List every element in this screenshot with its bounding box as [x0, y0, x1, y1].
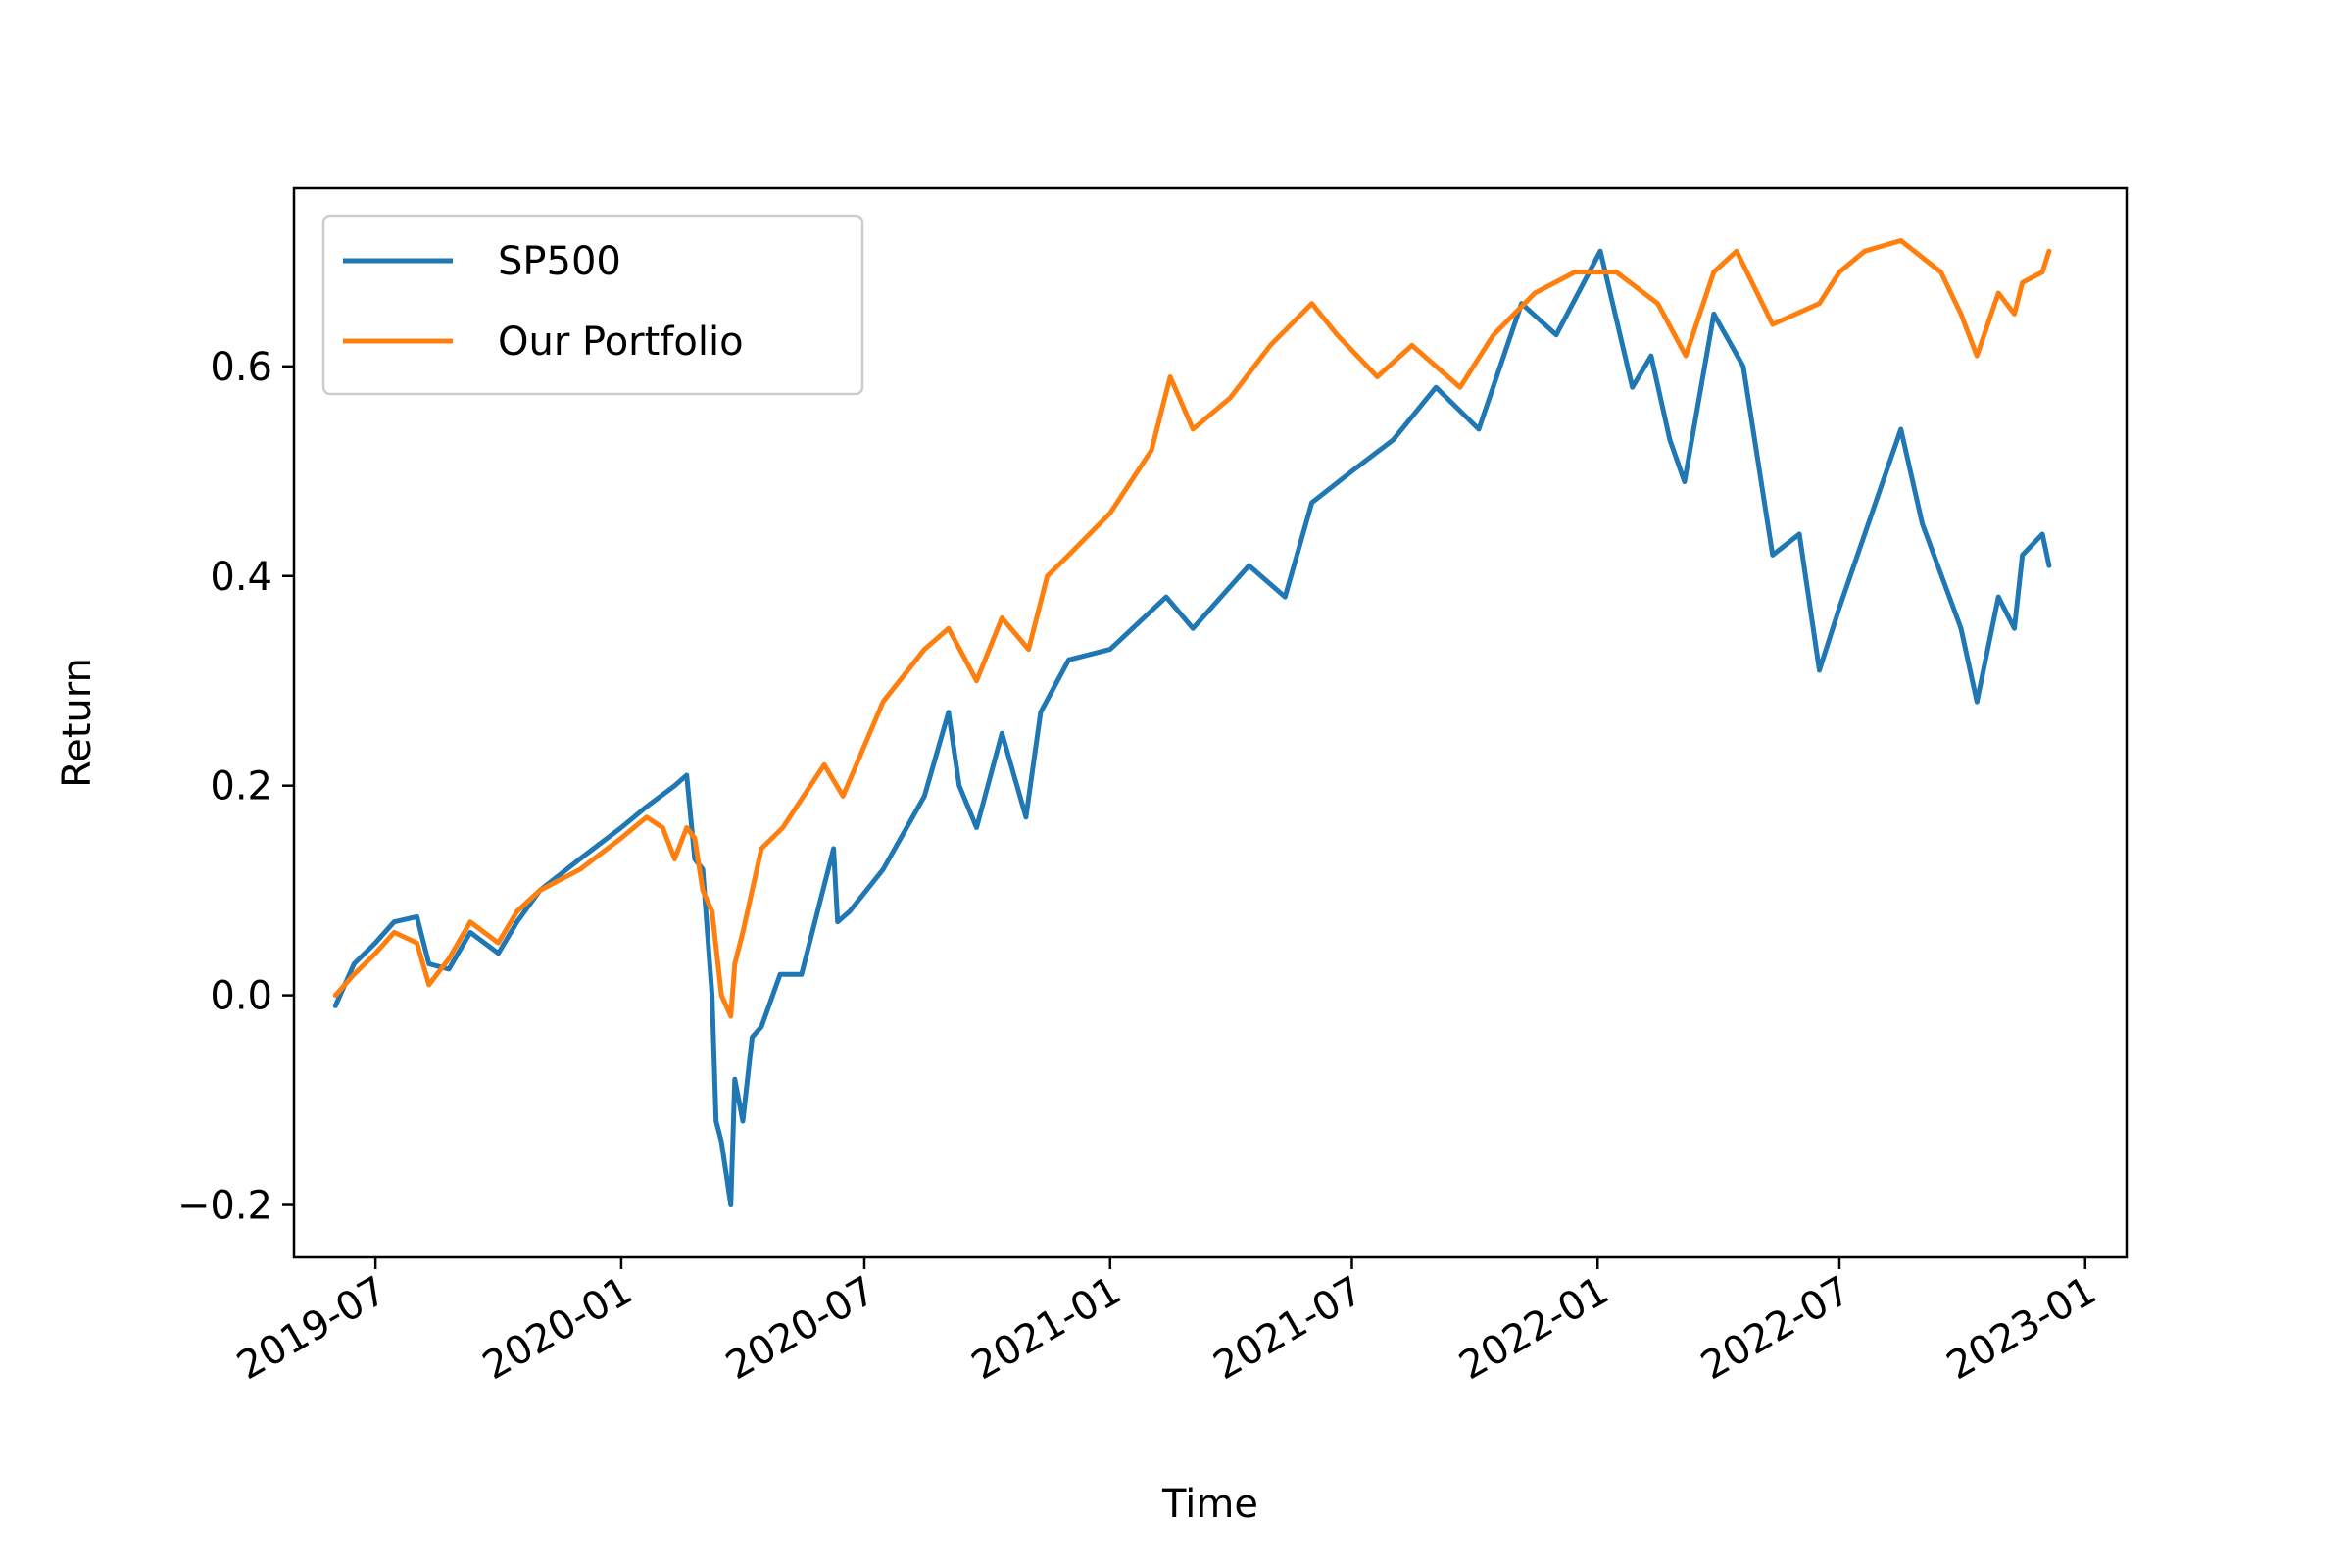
- legend: SP500 Our Portfolio: [321, 214, 864, 396]
- legend-label-our-portfolio: Our Portfolio: [498, 319, 744, 365]
- series-line-our-portfolio: [332, 238, 2052, 1019]
- y-tick-label: −0.2: [177, 1184, 272, 1229]
- y-tick-label: 0.2: [210, 764, 272, 809]
- series-layer: [332, 238, 2052, 1207]
- y-tick-label: 0.4: [210, 555, 272, 600]
- legend-label-sp500: SP500: [498, 239, 621, 284]
- y-tick-label: 0.0: [210, 974, 272, 1019]
- series-line-sp500: [332, 248, 2052, 1207]
- y-axis: −0.2 0.0 0.2 0.4 0.6: [177, 345, 294, 1229]
- y-axis-label: Return: [55, 658, 100, 788]
- y-tick-label: 0.6: [210, 345, 272, 390]
- legend-box: [321, 214, 864, 396]
- x-axis-label: Time: [1161, 1482, 1258, 1527]
- plot-frame: [292, 186, 2129, 1259]
